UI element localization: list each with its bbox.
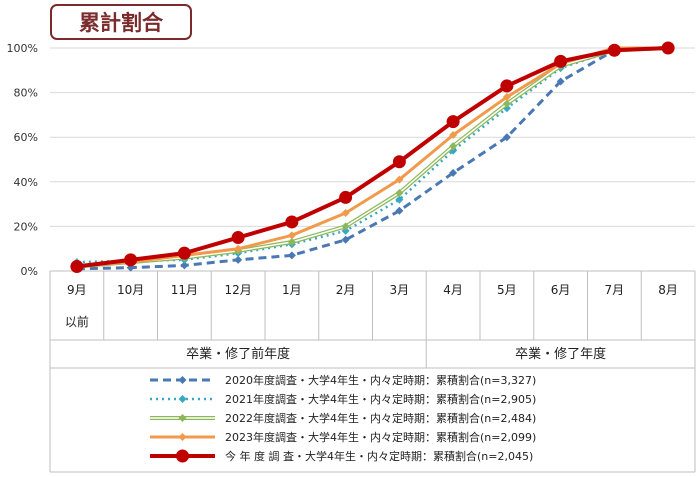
data-point <box>341 209 350 218</box>
x-tick-label: 10月 <box>117 283 144 297</box>
chart-title: 累計割合 <box>50 4 192 40</box>
series-line <box>76 46 669 269</box>
legend-label: 2021年度調査・大学4年生・内々定時期：累積割合(n=2,905) <box>225 392 536 406</box>
data-point <box>177 246 191 260</box>
x-tick-label: 7月 <box>605 283 625 297</box>
data-point <box>285 215 299 229</box>
data-point <box>341 235 350 244</box>
y-tick-label: 20% <box>14 220 38 233</box>
data-point <box>554 54 568 68</box>
series-line-inner <box>76 47 669 268</box>
y-tick-label: 40% <box>14 176 38 189</box>
y-tick-label: 80% <box>14 87 38 100</box>
legend-entry: 今 年 度 調 査・大学4年生・内々定時期：累積割合(n=2,045) <box>150 449 533 463</box>
data-point <box>287 251 296 260</box>
data-point <box>446 115 460 129</box>
data-point <box>287 238 296 247</box>
x-tick-label: 9月 <box>67 283 87 297</box>
legend-marker <box>178 395 187 403</box>
data-point <box>449 142 458 151</box>
legend-marker <box>176 449 189 463</box>
data-point <box>607 43 621 57</box>
series-2 <box>72 44 673 267</box>
data-point <box>180 261 189 270</box>
x-tick-label: 2月 <box>336 283 356 297</box>
series-3 <box>72 44 673 271</box>
x-tick-label: 5月 <box>497 283 517 297</box>
series-5 <box>70 41 675 274</box>
legend-label: 2020年度調査・大学4年生・内々定時期：累積割合(n=3,327) <box>225 373 536 387</box>
legend-entry: 2021年度調査・大学4年生・内々定時期：累積割合(n=2,905) <box>150 392 536 406</box>
data-point <box>395 188 404 197</box>
x-tick-sublabel: 以前 <box>65 314 89 329</box>
data-point <box>395 206 404 215</box>
legend-label: 今 年 度 調 査・大学4年生・内々定時期：累積割合(n=2,045) <box>225 449 533 463</box>
data-point <box>124 253 138 267</box>
data-point <box>395 195 404 204</box>
series-line <box>76 46 669 264</box>
data-point <box>449 130 458 139</box>
data-point <box>70 260 84 274</box>
series-line <box>76 46 669 271</box>
legend: 2020年度調査・大学4年生・内々定時期：累積割合(n=3,327) 2021年度… <box>150 373 536 463</box>
x-tick-label: 3月 <box>390 283 410 297</box>
legend-label: 2023年度調査・大学4年生・内々定時期：累積割合(n=2,099) <box>225 430 536 444</box>
group-label: 卒業・修了年度 <box>515 346 606 362</box>
x-tick-label: 12月 <box>224 283 251 297</box>
legend-entry: 2023年度調査・大学4年生・内々定時期：累積割合(n=2,099) <box>150 430 536 444</box>
data-point <box>661 41 675 55</box>
series-layer <box>70 41 675 274</box>
series-4 <box>72 44 673 271</box>
legend-marker <box>178 414 187 422</box>
data-point <box>287 231 296 240</box>
data-point <box>395 175 404 184</box>
data-point <box>556 77 565 86</box>
gridlines <box>50 47 695 272</box>
group-label: 卒業・修了前年度 <box>186 346 290 362</box>
x-tick-label: 11月 <box>171 283 198 297</box>
y-tick-label: 0% <box>21 265 38 278</box>
data-point <box>392 155 406 169</box>
data-point <box>234 244 243 253</box>
series-line <box>76 46 669 269</box>
data-point <box>234 255 243 264</box>
legend-label: 2022年度調査・大学4年生・内々定時期：累積割合(n=2,484) <box>225 411 536 425</box>
data-point <box>231 231 245 245</box>
data-point <box>502 99 511 108</box>
data-point <box>341 222 350 231</box>
legend-marker <box>178 376 187 384</box>
y-tick-label: 100% <box>7 42 38 55</box>
data-point <box>502 133 511 142</box>
legend-marker <box>178 433 187 441</box>
y-tick-label: 60% <box>14 131 38 144</box>
x-tick-label: 8月 <box>658 283 678 297</box>
y-axis: 0% 20% 40% 60% 80% 100% <box>7 42 38 278</box>
legend-entry: 2022年度調査・大学4年生・内々定時期：累積割合(n=2,484) <box>150 411 536 425</box>
series-line <box>76 46 669 269</box>
x-tick-label: 1月 <box>282 283 302 297</box>
data-point <box>500 79 514 93</box>
legend-entry: 2020年度調査・大学4年生・内々定時期：累積割合(n=3,327) <box>150 373 536 387</box>
data-point <box>449 168 458 177</box>
data-point <box>502 93 511 102</box>
x-tick-label: 6月 <box>551 283 571 297</box>
x-tick-label: 4月 <box>443 283 463 297</box>
series-1 <box>72 44 673 273</box>
data-point <box>339 190 353 204</box>
